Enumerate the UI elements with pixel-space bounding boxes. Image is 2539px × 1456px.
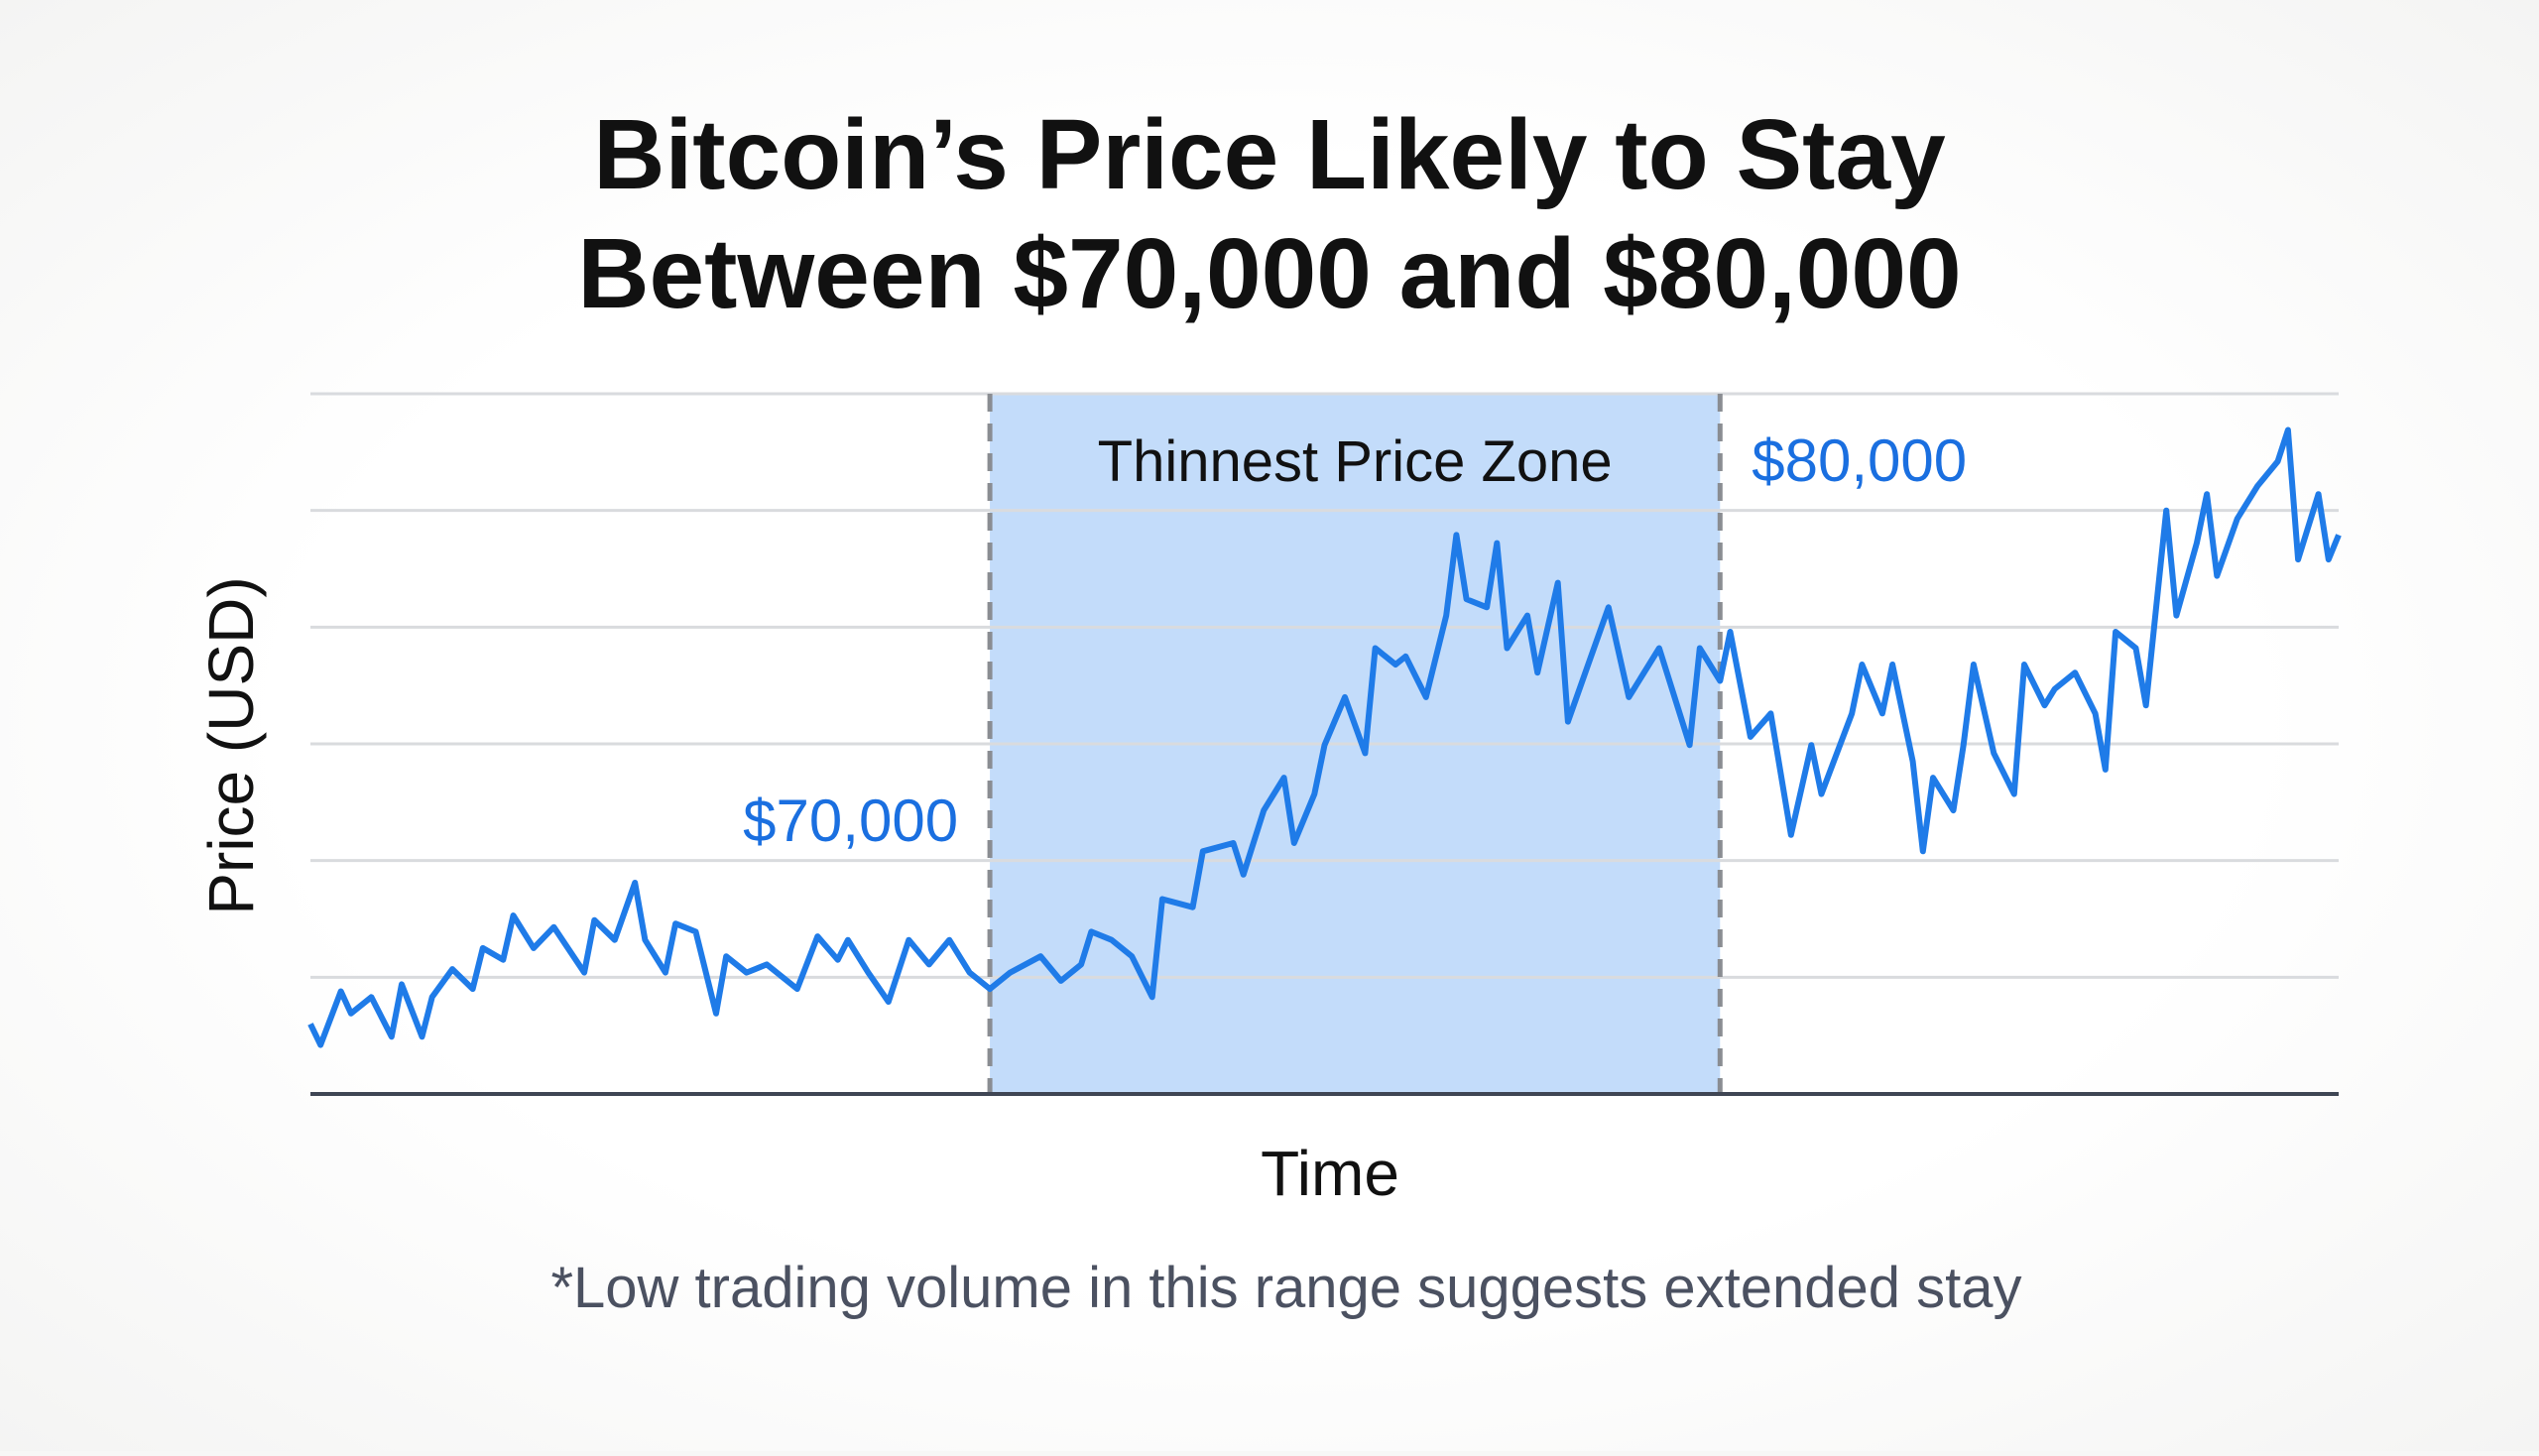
price-line bbox=[307, 426, 2342, 1048]
footnote: *Low trading volume in this range sugges… bbox=[550, 1256, 2021, 1320]
y-axis-label: Price (USD) bbox=[195, 576, 267, 914]
zone-label: Thinnest Price Zone bbox=[1098, 429, 1613, 494]
chart-title-line-1: Bitcoin’s Price Likely to Stay bbox=[593, 99, 1946, 210]
chart-title-line-2: Between $70,000 and $80,000 bbox=[577, 218, 1961, 329]
x-axis-label: Time bbox=[1261, 1138, 1399, 1209]
zone-end-label: $80,000 bbox=[1752, 427, 1967, 494]
zone-start-label: $70,000 bbox=[743, 788, 958, 854]
